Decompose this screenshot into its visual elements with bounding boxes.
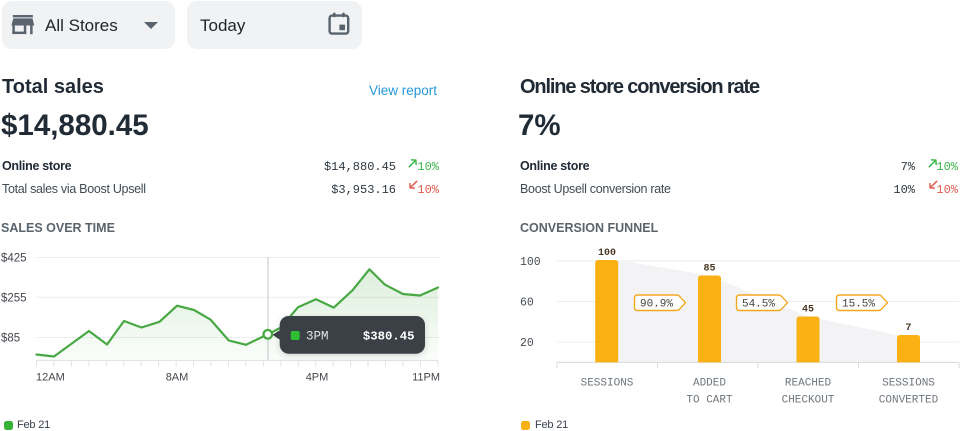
svg-text:8AM: 8AM <box>166 372 189 384</box>
svg-text:CHECKOUT: CHECKOUT <box>782 395 835 407</box>
svg-text:54.5%: 54.5% <box>742 299 775 311</box>
svg-text:85: 85 <box>703 264 715 275</box>
svg-text:60: 60 <box>520 297 534 310</box>
svg-text:4PM: 4PM <box>306 372 329 384</box>
svg-text:20: 20 <box>520 337 534 350</box>
svg-text:$380.45: $380.45 <box>363 330 415 344</box>
svg-text:REACHED: REACHED <box>785 378 832 390</box>
svg-text:SESSIONS: SESSIONS <box>882 378 935 390</box>
svg-text:100: 100 <box>520 256 541 269</box>
svg-text:12AM: 12AM <box>36 372 65 384</box>
svg-text:15.5%: 15.5% <box>842 299 875 311</box>
svg-text:$85: $85 <box>1 333 20 345</box>
svg-text:90.9%: 90.9% <box>640 299 673 311</box>
svg-text:11PM: 11PM <box>412 372 440 384</box>
svg-text:ADDED: ADDED <box>693 378 726 390</box>
svg-text:SESSIONS: SESSIONS <box>581 378 634 390</box>
svg-text:7: 7 <box>905 323 911 334</box>
svg-text:CONVERTED: CONVERTED <box>879 395 939 407</box>
svg-text:$425: $425 <box>1 253 27 265</box>
svg-text:45: 45 <box>802 305 814 316</box>
svg-text:100: 100 <box>598 248 616 259</box>
svg-text:TO CART: TO CART <box>686 395 733 407</box>
svg-text:3PM: 3PM <box>306 330 329 344</box>
svg-text:$255: $255 <box>1 292 27 304</box>
